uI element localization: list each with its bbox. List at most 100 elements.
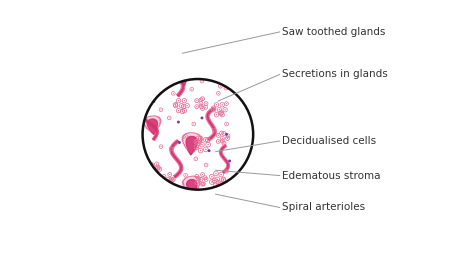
Text: Edematous stroma: Edematous stroma bbox=[282, 171, 381, 181]
Circle shape bbox=[183, 110, 185, 111]
Polygon shape bbox=[219, 144, 230, 173]
Circle shape bbox=[226, 78, 227, 79]
Polygon shape bbox=[170, 140, 183, 178]
Circle shape bbox=[184, 216, 185, 217]
Circle shape bbox=[218, 182, 219, 184]
Circle shape bbox=[193, 123, 194, 125]
Circle shape bbox=[218, 205, 219, 207]
Circle shape bbox=[187, 44, 189, 46]
Circle shape bbox=[218, 93, 219, 94]
Circle shape bbox=[165, 56, 167, 57]
Circle shape bbox=[215, 173, 217, 174]
Circle shape bbox=[160, 217, 161, 218]
Polygon shape bbox=[178, 189, 193, 223]
Circle shape bbox=[206, 65, 208, 66]
Circle shape bbox=[178, 100, 179, 101]
Circle shape bbox=[208, 68, 209, 69]
Circle shape bbox=[216, 114, 217, 115]
Circle shape bbox=[153, 89, 155, 90]
Circle shape bbox=[213, 68, 214, 69]
Circle shape bbox=[184, 213, 185, 214]
Circle shape bbox=[176, 218, 177, 219]
Circle shape bbox=[201, 144, 203, 145]
Polygon shape bbox=[175, 66, 187, 85]
Circle shape bbox=[177, 120, 180, 123]
Circle shape bbox=[223, 143, 225, 144]
Circle shape bbox=[224, 82, 225, 84]
Circle shape bbox=[223, 179, 224, 180]
Circle shape bbox=[205, 139, 207, 140]
Circle shape bbox=[172, 56, 173, 57]
Circle shape bbox=[220, 85, 221, 87]
Text: Spiral arterioles: Spiral arterioles bbox=[282, 202, 365, 213]
Circle shape bbox=[153, 100, 155, 103]
Circle shape bbox=[169, 184, 170, 185]
Circle shape bbox=[220, 184, 222, 185]
Circle shape bbox=[171, 148, 172, 149]
Polygon shape bbox=[206, 107, 217, 141]
Circle shape bbox=[155, 84, 156, 85]
Circle shape bbox=[168, 181, 169, 183]
Circle shape bbox=[219, 79, 220, 81]
Circle shape bbox=[149, 92, 150, 93]
Circle shape bbox=[154, 209, 155, 210]
Circle shape bbox=[174, 219, 176, 220]
Circle shape bbox=[168, 61, 170, 63]
Circle shape bbox=[222, 138, 223, 139]
Circle shape bbox=[202, 184, 203, 185]
Circle shape bbox=[215, 185, 217, 186]
Circle shape bbox=[220, 112, 222, 114]
Circle shape bbox=[196, 106, 197, 107]
Circle shape bbox=[202, 174, 203, 175]
Polygon shape bbox=[168, 57, 185, 97]
Circle shape bbox=[211, 176, 212, 177]
Polygon shape bbox=[187, 180, 197, 196]
Circle shape bbox=[160, 146, 162, 147]
Circle shape bbox=[164, 199, 165, 200]
Circle shape bbox=[220, 80, 221, 81]
Circle shape bbox=[221, 132, 222, 134]
Circle shape bbox=[209, 63, 210, 65]
Circle shape bbox=[201, 117, 203, 119]
Circle shape bbox=[226, 171, 227, 172]
Circle shape bbox=[214, 130, 215, 131]
Circle shape bbox=[201, 106, 202, 107]
Circle shape bbox=[221, 114, 223, 115]
Circle shape bbox=[171, 178, 172, 180]
Circle shape bbox=[203, 65, 205, 66]
Polygon shape bbox=[143, 116, 161, 134]
Circle shape bbox=[150, 164, 152, 165]
Circle shape bbox=[198, 138, 199, 139]
Circle shape bbox=[183, 100, 185, 101]
Circle shape bbox=[160, 217, 161, 218]
Circle shape bbox=[159, 168, 160, 170]
Circle shape bbox=[183, 106, 184, 107]
Circle shape bbox=[223, 133, 225, 134]
Circle shape bbox=[200, 150, 201, 151]
Circle shape bbox=[196, 141, 197, 143]
Circle shape bbox=[166, 58, 168, 60]
Text: Decidualised cells: Decidualised cells bbox=[282, 136, 376, 146]
Circle shape bbox=[228, 160, 231, 162]
Polygon shape bbox=[186, 136, 198, 155]
Circle shape bbox=[200, 138, 201, 139]
Circle shape bbox=[186, 105, 188, 106]
Circle shape bbox=[149, 86, 150, 87]
Circle shape bbox=[162, 51, 164, 52]
Circle shape bbox=[205, 103, 207, 104]
Polygon shape bbox=[182, 133, 202, 155]
Circle shape bbox=[196, 147, 197, 148]
Circle shape bbox=[185, 136, 186, 137]
Circle shape bbox=[186, 51, 188, 52]
Circle shape bbox=[157, 167, 159, 169]
Circle shape bbox=[182, 111, 183, 112]
Circle shape bbox=[167, 179, 169, 180]
Circle shape bbox=[218, 141, 219, 142]
Circle shape bbox=[197, 48, 198, 49]
Circle shape bbox=[169, 174, 170, 175]
Circle shape bbox=[163, 56, 164, 57]
Text: Saw toothed glands: Saw toothed glands bbox=[282, 27, 385, 37]
Circle shape bbox=[153, 168, 155, 170]
Circle shape bbox=[218, 135, 219, 136]
Circle shape bbox=[172, 180, 173, 181]
